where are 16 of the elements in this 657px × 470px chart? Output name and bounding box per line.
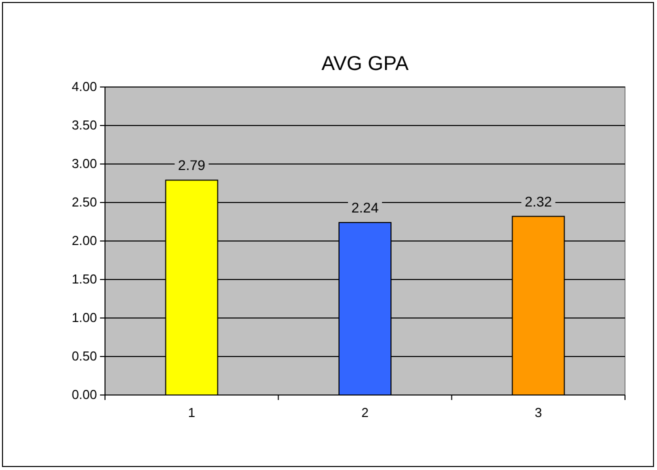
y-tick-label: 3.00	[72, 156, 97, 172]
y-tick-label: 3.50	[72, 118, 97, 133]
y-tick-label: 1.00	[72, 310, 97, 326]
y-tick-label: 0.00	[72, 387, 97, 402]
x-tick-label: 1	[188, 405, 196, 420]
data-label: 2.79	[178, 157, 206, 174]
y-tick-label: 4.00	[72, 79, 97, 94]
y-tick-label: 2.50	[72, 194, 97, 210]
chart-title: AVG GPA	[321, 53, 410, 75]
data-label: 2.32	[524, 193, 552, 210]
x-tick-label: 3	[534, 405, 542, 420]
y-tick-label: 0.50	[72, 348, 97, 364]
x-tick-label: 2	[361, 405, 369, 420]
y-tick-label: 2.00	[72, 233, 97, 248]
data-label: 2.24	[351, 200, 379, 216]
y-tick-label: 1.50	[72, 272, 97, 287]
